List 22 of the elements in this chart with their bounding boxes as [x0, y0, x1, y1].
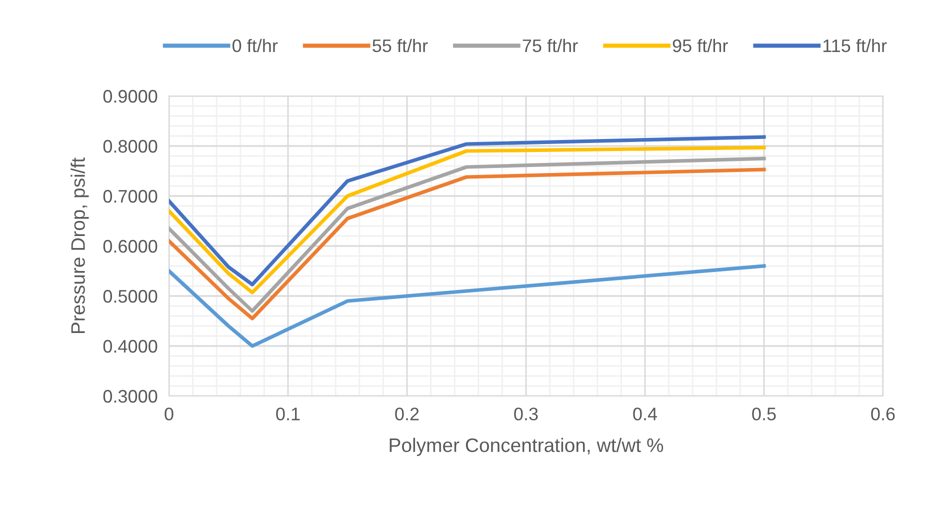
x-tick-label: 0.4 [633, 408, 658, 420]
legend-label: 55 ft/hr [372, 38, 428, 52]
legend-label: 115 ft/hr [823, 38, 887, 52]
line-series [169, 264, 766, 348]
y-axis-title: Pressure Drop, psi/ft [70, 158, 89, 334]
y-tick-label: 0.3000 [103, 390, 158, 403]
legend-label: 0 ft/hr [232, 38, 278, 52]
x-axis-title: Polymer Concentration, wt/wt % [390, 438, 664, 456]
y-tick-label: 0.7000 [103, 190, 158, 203]
x-tick-label: 0.3 [514, 408, 538, 420]
y-tick-label: 0.9000 [103, 90, 158, 103]
y-tick-label: 0.6000 [103, 240, 158, 253]
x-tick-label: 0.2 [395, 408, 419, 420]
y-tick-label: 0.5000 [103, 290, 158, 303]
legend-label: 75 ft/hr [522, 38, 578, 52]
x-tick-label: 0 [164, 408, 174, 420]
x-tick-label: 0.5 [752, 408, 776, 420]
legend-label: 95 ft/hr [672, 38, 728, 52]
y-tick-label: 0.4000 [103, 340, 158, 353]
y-tick-label: 0.8000 [103, 140, 158, 153]
x-tick-label: 0.6 [871, 408, 895, 420]
x-tick-label: 0.1 [276, 408, 300, 420]
